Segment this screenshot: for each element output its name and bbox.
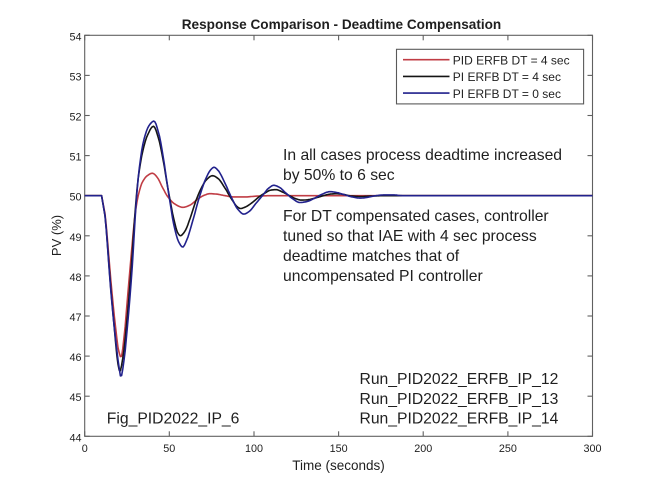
svg-text:PID ERFB DT = 4 sec: PID ERFB DT = 4 sec: [453, 53, 570, 67]
svg-text:by 50% to 6 sec: by 50% to 6 sec: [283, 167, 395, 184]
svg-text:0: 0: [82, 443, 88, 455]
svg-text:200: 200: [414, 443, 432, 455]
svg-text:150: 150: [330, 443, 348, 455]
svg-text:50: 50: [163, 443, 175, 455]
svg-text:50: 50: [69, 192, 81, 204]
svg-text:Time (seconds): Time (seconds): [292, 458, 385, 473]
svg-text:uncompensated PI controller: uncompensated PI controller: [283, 268, 483, 285]
svg-text:PV (%): PV (%): [49, 215, 64, 256]
svg-text:In all cases process deadtime: In all cases process deadtime increased: [283, 147, 562, 164]
svg-text:PI ERFB DT = 4 sec: PI ERFB DT = 4 sec: [453, 70, 561, 84]
svg-text:300: 300: [583, 443, 601, 455]
svg-text:250: 250: [499, 443, 517, 455]
svg-text:Run_PID2022_ERFB_IP_13: Run_PID2022_ERFB_IP_13: [360, 391, 559, 408]
svg-text:49: 49: [69, 232, 81, 244]
svg-text:46: 46: [69, 352, 81, 364]
svg-text:54: 54: [69, 31, 81, 43]
svg-text:Run_PID2022_ERFB_IP_12: Run_PID2022_ERFB_IP_12: [360, 371, 559, 388]
svg-text:44: 44: [69, 432, 81, 444]
svg-text:deadtime matches that of: deadtime matches that of: [283, 248, 460, 265]
svg-text:Fig_PID2022_IP_6: Fig_PID2022_IP_6: [107, 411, 240, 428]
svg-text:100: 100: [245, 443, 263, 455]
svg-text:45: 45: [69, 392, 81, 404]
svg-text:tuned so that IAE with 4 sec p: tuned so that IAE with 4 sec process: [283, 228, 537, 245]
svg-text:PI ERFB DT = 0 sec: PI ERFB DT = 0 sec: [453, 87, 561, 101]
svg-text:Response Comparison - Deadtime: Response Comparison - Deadtime Compensat…: [182, 17, 502, 32]
svg-text:48: 48: [69, 272, 81, 284]
svg-text:Run_PID2022_ERFB_IP_14: Run_PID2022_ERFB_IP_14: [360, 411, 559, 428]
svg-text:51: 51: [69, 152, 81, 164]
svg-text:53: 53: [69, 71, 81, 83]
svg-text:47: 47: [69, 312, 81, 324]
svg-text:For DT compensated cases, cont: For DT compensated cases, controller: [283, 208, 549, 225]
svg-text:52: 52: [69, 112, 81, 124]
